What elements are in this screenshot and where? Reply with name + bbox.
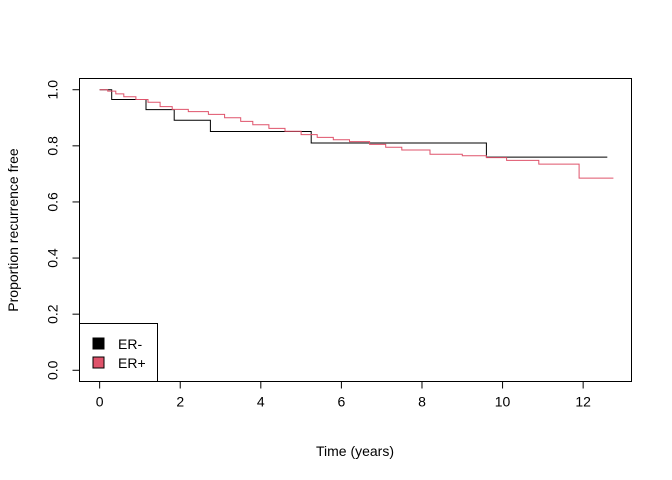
series-layer (99, 89, 614, 179)
y-tick-label: 1.0 (45, 80, 61, 100)
x-tick-label: 0 (96, 394, 104, 410)
y-tick-label: 0.4 (45, 248, 61, 268)
legend-swatch-ER- (92, 337, 105, 350)
legend-label-ER+: ER+ (118, 355, 146, 371)
x-tick-label: 10 (495, 394, 511, 410)
legend-label-ER-: ER- (118, 336, 142, 352)
y-tick-label: 0.2 (45, 304, 61, 324)
x-tick-label: 8 (418, 394, 426, 410)
y-tick-label: 0.6 (45, 192, 61, 212)
x-axis: 0 2 4 6 8 10 12 (96, 381, 591, 410)
series-line-ER+ (99, 89, 614, 179)
x-axis-label: Time (years) (316, 443, 394, 459)
x-tick-label: 2 (176, 394, 184, 410)
x-tick-label: 4 (257, 394, 265, 410)
y-axis-label: Proportion recurrence free (5, 148, 21, 312)
legend: ER- ER+ (79, 323, 158, 382)
x-tick-label: 6 (337, 394, 345, 410)
x-tick-label: 12 (575, 394, 591, 410)
y-tick-label: 0.0 (45, 360, 61, 380)
y-axis: 0.0 0.2 0.4 0.6 0.8 1.0 (45, 80, 80, 380)
plot-box (79, 78, 632, 382)
legend-box (79, 323, 158, 382)
y-tick-label: 0.8 (45, 136, 61, 156)
series-line-ER- (99, 89, 608, 158)
legend-swatch-ER+ (92, 356, 105, 369)
